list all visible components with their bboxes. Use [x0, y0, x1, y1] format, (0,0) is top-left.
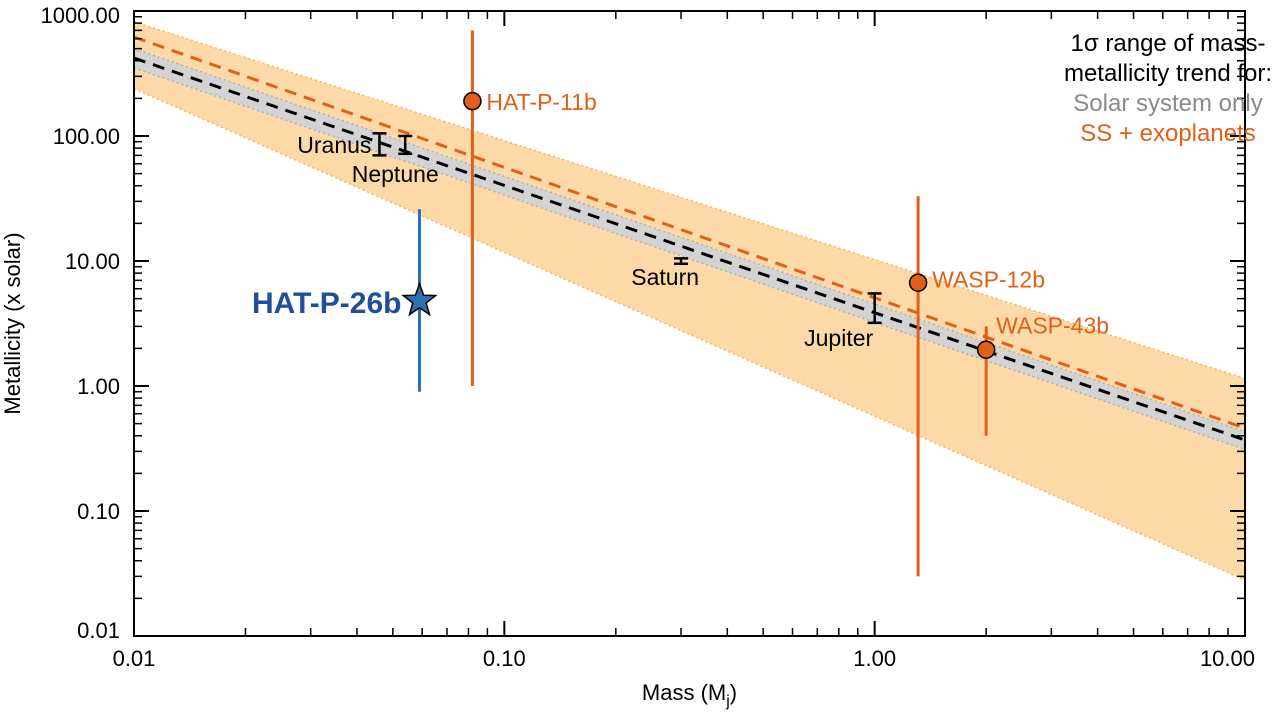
x-tick-label: 0.10	[483, 646, 526, 671]
exoplanet-label: WASP-43b	[996, 313, 1109, 339]
data-point	[908, 273, 928, 292]
y-tick-label: 10.00	[65, 249, 120, 274]
plot-frame	[133, 10, 1246, 637]
solar-system-band-upper-edge	[133, 47, 1246, 433]
exoplanet-hat-p-26b: HAT-P-26b	[252, 209, 438, 392]
planet-saturn: Saturn	[631, 257, 699, 290]
legend-title-line: 1σ range of mass-	[1071, 30, 1266, 57]
y-tick-label: 1.00	[77, 374, 120, 399]
exoplanet-label: WASP-12b	[932, 267, 1045, 293]
trend-lines	[133, 35, 1246, 442]
legend-entry: SS + exoplanets	[1080, 120, 1255, 147]
exoplanets: HAT-P-11b WASP-12b WASP-43b	[463, 30, 1109, 577]
legend-title-line: metallicity trend for:	[1064, 60, 1272, 87]
planet-label: Uranus	[297, 132, 371, 158]
ss-exoplanets-trend-line	[133, 35, 1246, 430]
x-axis-label: Mass (Mj)	[642, 680, 737, 710]
y-axis-label: Metallicity (x solar)	[0, 232, 25, 414]
y-tick-label: 100.00	[53, 124, 120, 149]
y-tick-label: 1000.00	[40, 3, 120, 28]
solar-system-band-lower-edge	[133, 67, 1246, 451]
planet-uranus: Uranus	[297, 132, 387, 158]
planet-jupiter: Jupiter	[804, 292, 882, 351]
exoplanet-wasp-43b: WASP-43b	[976, 313, 1109, 436]
x-tick-label: 0.01	[113, 646, 156, 671]
y-tick-label: 0.01	[77, 618, 120, 643]
planet-neptune: Neptune	[352, 134, 439, 187]
exoplanet-hat-p-11b: HAT-P-11b	[463, 30, 597, 386]
planet-label: Saturn	[631, 264, 699, 290]
highlight-planet: HAT-P-26b	[252, 209, 438, 392]
y-tick-label: 0.10	[77, 499, 120, 524]
exoplanet-label: HAT-P-11b	[486, 89, 596, 115]
exoplanet-wasp-12b: WASP-12b	[908, 196, 1045, 577]
star-marker	[401, 281, 438, 317]
x-tick-label: 1.00	[853, 646, 896, 671]
solar-system-trend-line	[133, 56, 1246, 442]
axis-ticks: 0.01 0.10 1.00 10.00 0.01 0.10 1.00 10.00 100.00…	[40, 3, 1255, 671]
planet-label: Neptune	[352, 161, 439, 187]
x-tick-label: 10.00	[1200, 646, 1255, 671]
planet-label: Jupiter	[804, 325, 873, 351]
data-point	[976, 340, 996, 359]
data-point	[463, 91, 482, 111]
legend-entry: Solar system only	[1073, 90, 1262, 117]
legend: 1σ range of mass-metallicity trend for: S…	[1064, 30, 1272, 147]
highlight-label: HAT-P-26b	[252, 287, 401, 320]
solar-system-planets: Uranus Neptune Saturn Jupiter	[297, 132, 882, 351]
